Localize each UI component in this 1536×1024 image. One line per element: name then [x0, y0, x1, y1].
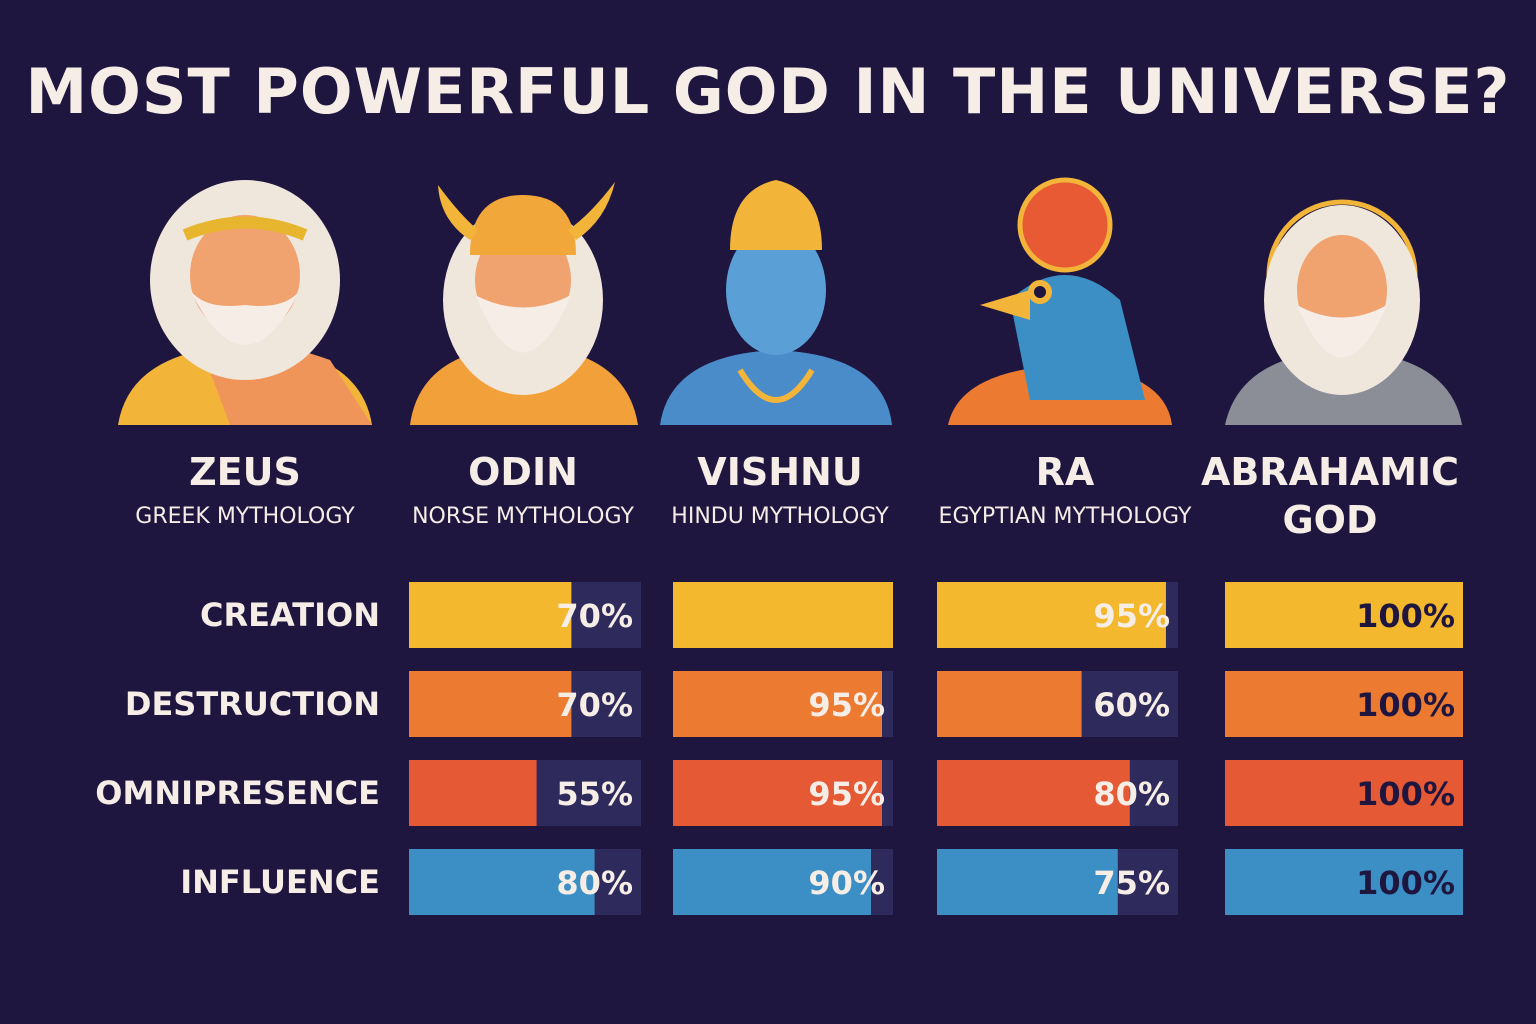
portraits: [118, 177, 1462, 425]
metric-label: OMNIPRESENCE: [95, 774, 380, 812]
bar: [1225, 582, 1463, 648]
bar: [673, 671, 882, 737]
metric-label: DESTRUCTION: [124, 685, 380, 723]
god-subtitle: EGYPTIAN MYTHOLOGY: [938, 504, 1192, 529]
god-subtitle: NORSE MYTHOLOGY: [412, 504, 634, 529]
god-name: ABRAHAMIC GOD: [1200, 450, 1460, 542]
value-label: 100%: [1356, 597, 1455, 635]
value-label: 90%: [808, 864, 885, 902]
bar: [409, 849, 595, 915]
bar: [1225, 760, 1463, 826]
god-name: ZEUS: [189, 450, 301, 494]
bar: [409, 671, 572, 737]
bar: [937, 671, 1082, 737]
value-label: 95%: [808, 775, 885, 813]
metric-label: INFLUENCE: [180, 863, 380, 901]
god-name: ODIN: [468, 450, 578, 494]
value-label: 100%: [1356, 864, 1455, 902]
value-label: 80%: [1093, 775, 1170, 813]
value-label: 95%: [808, 686, 885, 724]
bar: [673, 760, 882, 826]
bar: [409, 760, 537, 826]
value-label: 100%: [1356, 686, 1455, 724]
bar: [1225, 671, 1463, 737]
value-label: 95%: [1093, 597, 1170, 635]
bar: [937, 849, 1118, 915]
metric-label: CREATION: [200, 596, 380, 634]
bar: [409, 582, 572, 648]
value-label: 75%: [1093, 864, 1170, 902]
god-name: RA: [1035, 450, 1095, 494]
bar: [937, 582, 1166, 648]
value-label: 70%: [556, 686, 633, 724]
value-label: 100%: [1356, 775, 1455, 813]
god-subtitle: HINDU MYTHOLOGY: [671, 504, 889, 529]
value-label: 70%: [556, 597, 633, 635]
value-label: 55%: [556, 775, 633, 813]
value-label: 60%: [1093, 686, 1170, 724]
god-subtitle: GREEK MYTHOLOGY: [135, 504, 355, 529]
bar: [673, 582, 893, 648]
bar: [673, 849, 871, 915]
value-label: 80%: [556, 864, 633, 902]
bar: [1225, 849, 1463, 915]
god-name: VISHNU: [697, 450, 863, 494]
title: MOST POWERFUL GOD IN THE UNIVERSE?: [25, 55, 1511, 128]
bar: [937, 760, 1130, 826]
